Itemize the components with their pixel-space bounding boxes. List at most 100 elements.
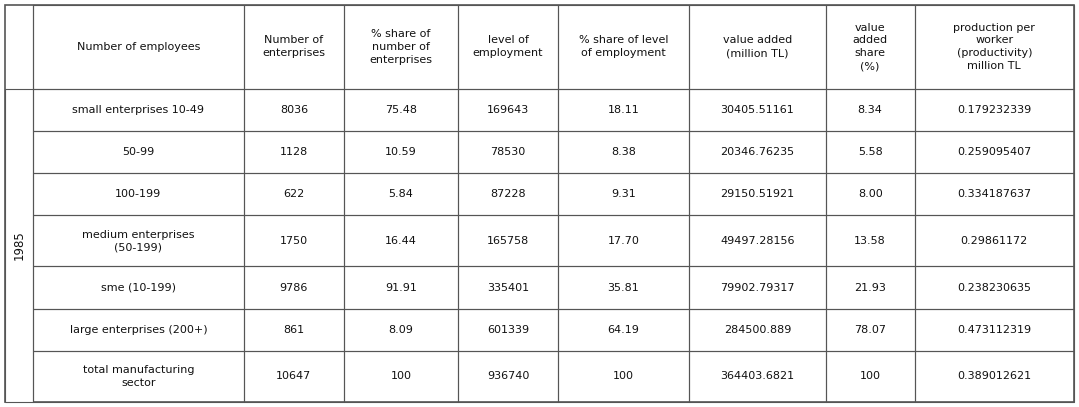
Bar [558, 267, 689, 309]
Text: 601339: 601339 [487, 325, 529, 335]
Text: 9786: 9786 [279, 282, 308, 293]
Text: 10.59: 10.59 [385, 147, 416, 157]
Bar [689, 309, 825, 351]
Text: 78.07: 78.07 [855, 325, 886, 335]
Text: 79902.79317: 79902.79317 [720, 282, 794, 293]
Bar [558, 173, 689, 215]
Text: 87228: 87228 [490, 189, 525, 199]
Bar [558, 5, 689, 89]
Text: 936740: 936740 [487, 372, 529, 381]
Bar [457, 309, 558, 351]
Bar [825, 173, 915, 215]
Bar [915, 267, 1074, 309]
Text: 35.81: 35.81 [607, 282, 640, 293]
Bar [33, 309, 244, 351]
Bar [33, 5, 244, 89]
Text: 8.09: 8.09 [388, 325, 413, 335]
Bar [33, 131, 244, 173]
Bar [915, 173, 1074, 215]
Bar [915, 5, 1074, 89]
Text: medium enterprises
(50-199): medium enterprises (50-199) [82, 230, 194, 252]
Bar [915, 309, 1074, 351]
Text: 100: 100 [860, 372, 880, 381]
Text: value
added
share
(%): value added share (%) [852, 23, 888, 71]
Text: 622: 622 [283, 189, 304, 199]
Bar [457, 351, 558, 402]
Bar [5, 89, 33, 402]
Text: 91.91: 91.91 [385, 282, 416, 293]
Bar [915, 351, 1074, 402]
Bar [457, 267, 558, 309]
Bar [244, 267, 344, 309]
Text: 0.389012621: 0.389012621 [957, 372, 1032, 381]
Bar [689, 351, 825, 402]
Text: 100: 100 [613, 372, 634, 381]
Text: 17.70: 17.70 [607, 236, 640, 246]
Text: 29150.51921: 29150.51921 [721, 189, 794, 199]
Bar [558, 89, 689, 131]
Bar [825, 215, 915, 267]
Bar [689, 173, 825, 215]
Bar [457, 5, 558, 89]
Bar [457, 89, 558, 131]
Text: 64.19: 64.19 [607, 325, 640, 335]
Bar [244, 131, 344, 173]
Bar [33, 215, 244, 267]
Bar [825, 5, 915, 89]
Text: 8.34: 8.34 [858, 105, 883, 115]
Text: 0.334187637: 0.334187637 [957, 189, 1032, 199]
Text: 0.259095407: 0.259095407 [957, 147, 1032, 157]
Bar [689, 5, 825, 89]
Bar [344, 215, 457, 267]
Bar [915, 131, 1074, 173]
Bar [689, 267, 825, 309]
Bar [244, 215, 344, 267]
Text: 165758: 165758 [487, 236, 529, 246]
Bar [825, 309, 915, 351]
Text: 1750: 1750 [279, 236, 308, 246]
Text: 9.31: 9.31 [611, 189, 636, 199]
Text: 78530: 78530 [490, 147, 525, 157]
Text: 75.48: 75.48 [385, 105, 416, 115]
Bar [344, 5, 457, 89]
Bar [244, 5, 344, 89]
Text: Number of
enterprises: Number of enterprises [262, 35, 326, 58]
Bar [344, 309, 457, 351]
Text: production per
worker
(productivity)
million TL: production per worker (productivity) mil… [954, 23, 1035, 71]
Bar [244, 89, 344, 131]
Text: 0.29861172: 0.29861172 [960, 236, 1028, 246]
Bar [915, 89, 1074, 131]
Bar [558, 131, 689, 173]
Text: value added
(million TL): value added (million TL) [723, 35, 792, 58]
Bar [558, 215, 689, 267]
Text: 5.84: 5.84 [388, 189, 413, 199]
Text: 1128: 1128 [279, 147, 308, 157]
Bar [33, 89, 244, 131]
Text: 10647: 10647 [276, 372, 312, 381]
Text: 20346.76235: 20346.76235 [721, 147, 794, 157]
Bar [457, 131, 558, 173]
Bar [344, 173, 457, 215]
Text: 30405.51161: 30405.51161 [721, 105, 794, 115]
Bar [689, 131, 825, 173]
Bar [825, 131, 915, 173]
Text: 16.44: 16.44 [385, 236, 416, 246]
Text: 21.93: 21.93 [855, 282, 886, 293]
Text: 8.38: 8.38 [611, 147, 636, 157]
Text: 8036: 8036 [279, 105, 308, 115]
Text: small enterprises 10-49: small enterprises 10-49 [72, 105, 204, 115]
Bar [689, 215, 825, 267]
Text: 49497.28156: 49497.28156 [720, 236, 794, 246]
Text: 861: 861 [284, 325, 304, 335]
Text: 13.58: 13.58 [855, 236, 886, 246]
Text: large enterprises (200+): large enterprises (200+) [69, 325, 207, 335]
Bar [915, 215, 1074, 267]
Text: 100: 100 [391, 372, 411, 381]
Text: 284500.889: 284500.889 [724, 325, 791, 335]
Text: 364403.6821: 364403.6821 [721, 372, 794, 381]
Bar [689, 89, 825, 131]
Text: total manufacturing
sector: total manufacturing sector [83, 365, 194, 388]
Text: 0.179232339: 0.179232339 [957, 105, 1032, 115]
Bar [825, 351, 915, 402]
Bar [33, 267, 244, 309]
